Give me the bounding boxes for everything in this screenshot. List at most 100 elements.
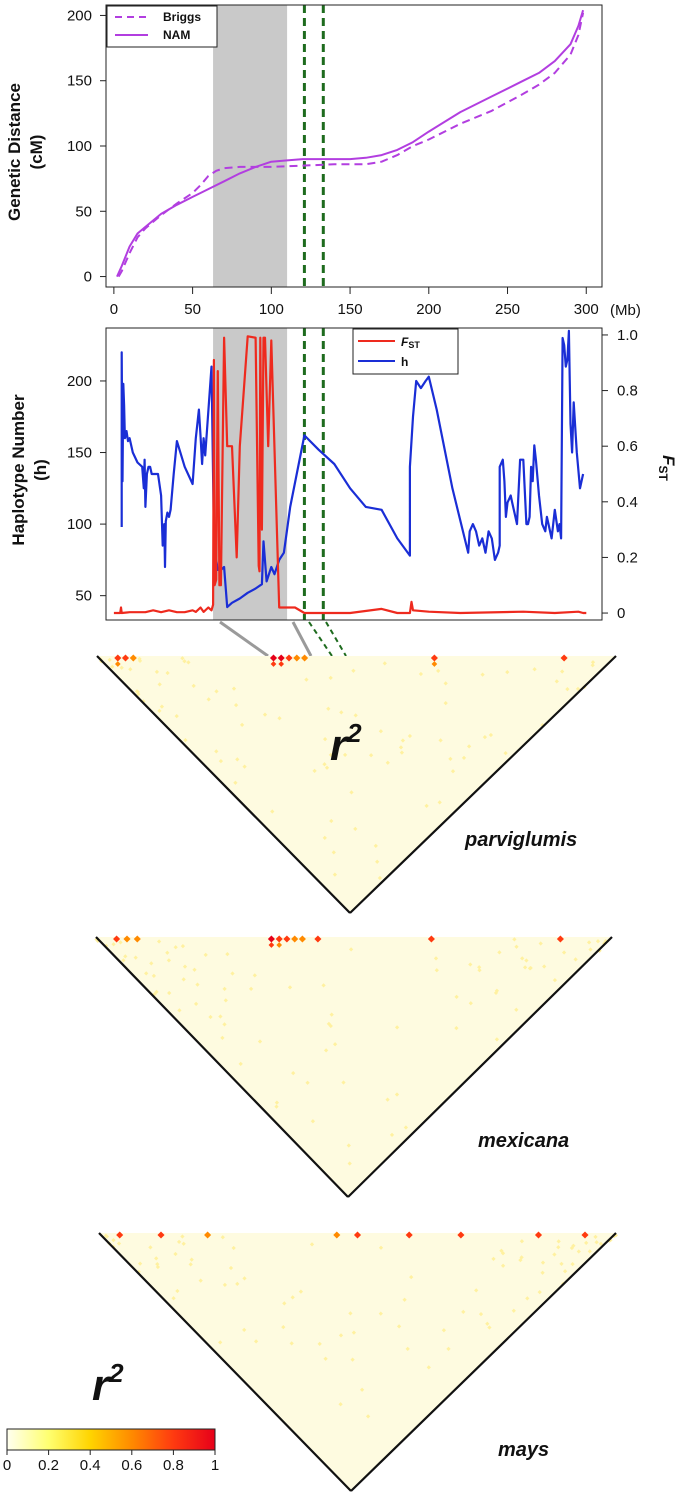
ld-speckle [542, 964, 547, 969]
x-tick-label-300: 300 [574, 301, 599, 318]
x-tick-label-250: 250 [495, 301, 520, 318]
legend-label-nam: NAM [163, 28, 190, 42]
ld-hotspot-below-8 [431, 661, 438, 667]
series-line-fst [113, 335, 587, 615]
y2-tick-label-1: 0.2 [617, 549, 638, 566]
ld-speckle [588, 947, 593, 952]
y-tick-label-a-100: 100 [67, 138, 92, 155]
haplotype-panel: 50 100 150 200 0 0.2 0.4 0.6 0.8 1.0 Haplotype N… [9, 327, 678, 622]
ld-edge-left-2 [98, 1232, 352, 1492]
series-line-nam [116, 9, 585, 278]
ld-speckle [576, 1249, 581, 1254]
legend-fst-sub: ST [408, 340, 420, 350]
genetic-map-ylabel-1: Genetic Distance [5, 83, 24, 221]
population-label-mexicana: mexicana [478, 1130, 569, 1152]
colorbar-gradient [6, 1428, 216, 1451]
r2-colorbar: r2 0 0.2 0.4 0.6 0.8 1 [3, 1358, 219, 1474]
connector-grey-right [291, 621, 313, 657]
ld-hotspot-2 [133, 935, 141, 943]
fst-axis-label-sub: ST [656, 466, 670, 482]
y-tick-label-a-200: 200 [67, 7, 92, 24]
ld-edge-right-0 [349, 655, 617, 914]
ld-speckle [514, 1007, 519, 1012]
colorbar-label: r2 [92, 1358, 124, 1410]
colorbar-tick-label-3: 0.6 [121, 1457, 142, 1474]
ld-fill-1 [96, 937, 612, 1197]
ld-speckle [571, 1243, 576, 1248]
ld-hotspot-8 [430, 654, 438, 662]
ld-hotspot-6 [291, 935, 299, 943]
colorbar-tick-label-5: 1 [211, 1457, 219, 1474]
ld-speckle [573, 957, 578, 962]
ld-hotspot-3 [267, 935, 275, 943]
ld-edge-left-1 [95, 936, 349, 1198]
region-connectors [219, 620, 347, 658]
colorbar-tick-label-4: 0.8 [163, 1457, 184, 1474]
series-line-h [120, 329, 585, 609]
ld-hotspot-8 [314, 935, 322, 943]
ld-hotspot-6 [293, 654, 301, 662]
y2-tick-label-0: 0 [617, 605, 625, 622]
ld-fill-0 [97, 656, 616, 913]
genetic-map-legend: Briggs NAM [106, 5, 218, 48]
colorbar-tick-label-0: 0 [3, 1457, 11, 1474]
shaded-region-a [213, 5, 288, 287]
y2-tick-label-3: 0.6 [617, 438, 638, 455]
ld-speckle [560, 669, 565, 674]
ld-speckle [593, 1234, 598, 1239]
ld-speckle [540, 1260, 546, 1265]
ld-triangle-parviglumis [96, 654, 617, 914]
y-tick-label-b-150: 150 [67, 445, 92, 462]
ld-speckle [520, 956, 525, 961]
r2-label-sup: 2 [346, 718, 362, 748]
fst-axis-label: FST [656, 455, 678, 481]
y2-tick-label-2: 0.4 [617, 494, 638, 511]
ld-speckle [519, 1239, 525, 1244]
ld-speckle [559, 1261, 564, 1266]
ld-speckle [587, 1249, 592, 1254]
ld-speckle [538, 941, 543, 946]
legend-box [106, 5, 218, 48]
ld-edge-right-2 [350, 1232, 617, 1492]
connector-grey-left [219, 620, 269, 658]
haplotype-frame [105, 327, 603, 621]
ld-speckle [537, 1290, 542, 1295]
ld-speckle [556, 1239, 561, 1244]
population-label-parviglumis: parviglumis [464, 829, 577, 851]
ld-speckle [540, 1270, 545, 1275]
legend-box-2 [352, 328, 459, 375]
ld-speckle [511, 1308, 516, 1313]
ld-triangle-mexicana [94, 935, 613, 1198]
colorbar-tick-label-2: 0.4 [80, 1457, 101, 1474]
ld-hotspot-1 [121, 654, 130, 662]
ld-speckle [222, 1022, 227, 1027]
y-tick-label-a-150: 150 [67, 73, 92, 90]
ld-speckle [575, 686, 581, 691]
colorbar-label-sup: 2 [108, 1358, 124, 1388]
ld-hotspot-below-3 [270, 661, 277, 667]
x-tick-label-200: 200 [416, 301, 441, 318]
x-unit-label: (Mb) [610, 302, 641, 319]
legend-label-briggs: Briggs [163, 10, 201, 24]
ld-speckle [570, 1262, 575, 1267]
ld-hotspot-9 [427, 935, 435, 943]
ld-hotspot-below-3 [268, 942, 275, 948]
ld-triangle-mays [98, 1231, 619, 1492]
series-line-briggs [117, 12, 585, 278]
legend-fst-main: F [401, 335, 409, 349]
ld-hotspot-2 [129, 654, 137, 662]
connector-green-left [308, 621, 333, 657]
ld-speckle [522, 965, 528, 970]
ld-speckle [562, 1269, 568, 1274]
r2-label-main: r2 [330, 718, 362, 770]
y-tick-label-a-50: 50 [75, 203, 92, 220]
ld-speckle [514, 944, 519, 949]
ld-speckle [594, 1240, 599, 1245]
y-tick-label-b-100: 100 [67, 516, 92, 533]
ld-hotspot-4 [277, 654, 285, 662]
ld-speckle [527, 966, 533, 971]
ld-hotspot-1 [123, 935, 131, 943]
legend-label-h: h [401, 355, 408, 369]
haplotype-ylabel-1: Haplotype Number [9, 394, 28, 546]
